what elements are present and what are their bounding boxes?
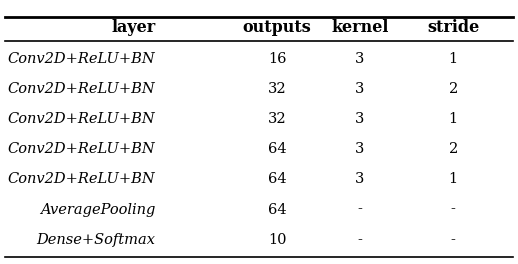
Text: 1: 1 (449, 172, 458, 186)
Text: AveragePooling: AveragePooling (40, 202, 155, 216)
Text: 64: 64 (268, 172, 286, 186)
Text: outputs: outputs (243, 19, 311, 36)
Text: Conv2D+ReLU+BN: Conv2D+ReLU+BN (8, 112, 155, 126)
Text: Conv2D+ReLU+BN: Conv2D+ReLU+BN (8, 142, 155, 156)
Text: Conv2D+ReLU+BN: Conv2D+ReLU+BN (8, 172, 155, 186)
Text: 2: 2 (449, 82, 458, 96)
Text: 2: 2 (449, 142, 458, 156)
Text: 32: 32 (268, 112, 286, 126)
Text: Conv2D+ReLU+BN: Conv2D+ReLU+BN (8, 52, 155, 66)
Text: 3: 3 (355, 142, 365, 156)
Text: 64: 64 (268, 142, 286, 156)
Text: 1: 1 (449, 112, 458, 126)
Text: 16: 16 (268, 52, 286, 66)
Text: -: - (357, 233, 363, 247)
Text: 64: 64 (268, 202, 286, 216)
Text: Conv2D+ReLU+BN: Conv2D+ReLU+BN (8, 82, 155, 96)
Text: -: - (451, 233, 456, 247)
Text: 10: 10 (268, 233, 286, 247)
Text: 3: 3 (355, 172, 365, 186)
Text: -: - (357, 202, 363, 216)
Text: 3: 3 (355, 112, 365, 126)
Text: kernel: kernel (332, 19, 388, 36)
Text: layer: layer (111, 19, 155, 36)
Text: -: - (451, 202, 456, 216)
Text: 3: 3 (355, 52, 365, 66)
Text: 1: 1 (449, 52, 458, 66)
Text: stride: stride (427, 19, 479, 36)
Text: Dense+Softmax: Dense+Softmax (36, 233, 155, 247)
Text: 3: 3 (355, 82, 365, 96)
Text: 32: 32 (268, 82, 286, 96)
